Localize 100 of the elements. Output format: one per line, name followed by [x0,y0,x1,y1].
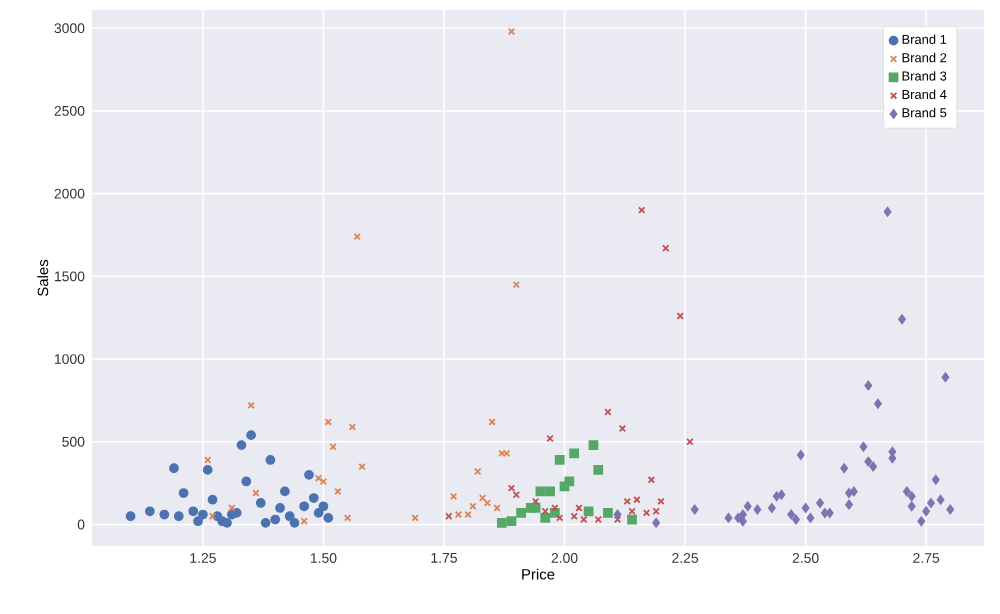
point [801,503,810,513]
point [493,504,501,512]
point [247,401,255,410]
point [304,469,314,480]
point [275,503,285,513]
point [806,512,815,523]
point [739,516,747,527]
point [627,514,637,525]
point [662,244,670,252]
point [169,463,179,474]
point [512,491,521,499]
point [348,423,357,431]
point [734,512,742,523]
point [840,463,849,474]
point [864,456,873,467]
point [883,206,892,217]
point [569,448,580,459]
point [506,516,517,527]
point [772,491,781,502]
point [198,509,208,520]
point [845,488,853,498]
point [270,514,281,525]
point [222,517,232,528]
point [246,430,256,441]
point [449,492,458,501]
point [941,372,950,383]
point [927,498,935,508]
point [173,511,184,522]
point [816,498,824,508]
point [821,508,829,518]
point [690,504,699,515]
point [796,450,805,460]
point [554,455,565,465]
point [289,517,300,528]
point [777,489,786,500]
point [652,517,661,528]
point [931,474,940,485]
point [743,501,752,512]
point [411,514,419,522]
point [647,476,656,484]
point [207,494,218,505]
point [603,508,613,518]
point [193,516,203,527]
point [241,476,252,487]
point [125,511,136,522]
point [319,477,328,486]
point [531,497,540,506]
point [564,476,575,487]
point [236,440,247,450]
point [902,486,911,497]
point [613,509,622,520]
point [265,455,276,465]
point [922,506,931,517]
point [260,517,271,528]
point [496,517,507,528]
point [787,509,796,520]
point [936,494,945,505]
point [540,512,551,523]
point [159,509,170,520]
point [313,508,324,518]
point [555,514,564,522]
point [323,512,334,523]
point [202,465,213,475]
point [318,501,329,512]
point [724,512,733,523]
point [792,514,800,525]
point [845,499,853,510]
point [628,507,636,515]
point [907,501,916,512]
point [594,515,602,524]
point [917,516,926,527]
point [898,314,906,325]
point [593,465,604,475]
point [753,504,762,515]
point [869,461,877,472]
point [516,508,527,518]
point [255,498,266,508]
point [299,501,310,512]
point [874,398,882,409]
point [637,206,646,214]
point [583,506,594,517]
point [859,441,868,452]
point [618,424,627,433]
point [353,232,361,241]
point [188,506,199,517]
point [469,502,477,511]
point [279,486,290,497]
point [284,511,295,522]
point [507,27,516,36]
point [308,493,319,503]
point [767,503,776,513]
point [864,380,873,391]
point [588,440,599,450]
point [228,504,236,512]
point [575,504,583,512]
point [445,512,453,520]
point [252,489,260,497]
point [604,408,612,416]
point [907,491,916,502]
point [144,506,155,517]
